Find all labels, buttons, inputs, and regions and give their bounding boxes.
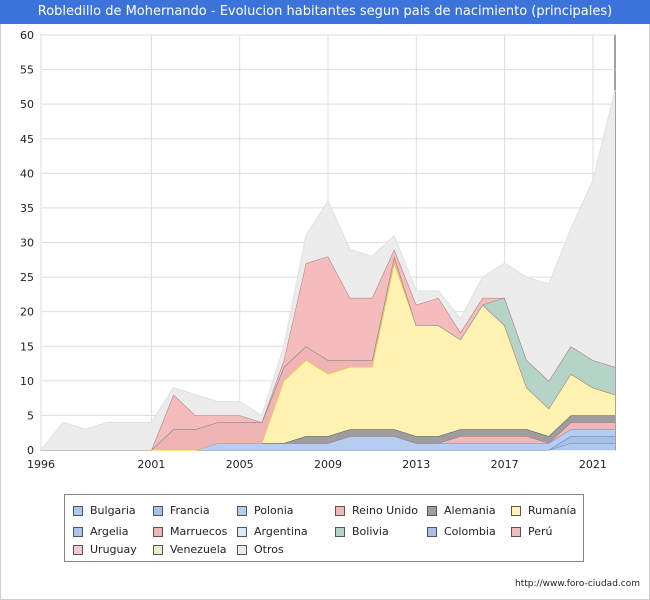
legend-label: Otros: [254, 543, 284, 556]
legend-swatch: [427, 506, 437, 516]
legend: Bulgaria Francia Polonia Reino Unido Alemani…: [64, 494, 584, 562]
legend-swatch: [237, 527, 247, 537]
y-tick-label: 55: [20, 64, 34, 77]
legend-label: Bolivia: [352, 525, 389, 538]
x-tick-label: 2005: [226, 458, 254, 471]
series-areas: [40, 90, 616, 451]
legend-swatch: [335, 527, 345, 537]
line-otros: [40, 90, 616, 451]
legend-label: Bulgaria: [90, 504, 136, 517]
x-tick-label: 2013: [402, 458, 430, 471]
area-perú: [41, 249, 615, 450]
x-tick-label: 2009: [314, 458, 342, 471]
legend-swatch: [73, 545, 83, 555]
y-tick-label: 5: [27, 409, 34, 422]
legend-label: Reino Unido: [352, 504, 418, 517]
legend-swatch: [73, 527, 83, 537]
legend-label: Polonia: [254, 504, 294, 517]
legend-label: Francia: [170, 504, 210, 517]
y-tick-label: 45: [20, 133, 34, 146]
area-reino-unido: [41, 422, 615, 450]
legend-swatch: [237, 545, 247, 555]
y-tick-label: 25: [20, 271, 34, 284]
legend-swatch: [511, 506, 521, 516]
legend-label: Venezuela: [170, 543, 227, 556]
area-alemania: [41, 415, 615, 450]
legend-label: Alemania: [444, 504, 496, 517]
legend-label: Colombia: [444, 525, 496, 538]
x-tick-label: 2021: [579, 458, 607, 471]
y-tick-label: 30: [20, 237, 34, 250]
x-tick-label: 2017: [491, 458, 519, 471]
title-bar: Robledillo de Mohernando - Evolucion hab…: [0, 0, 650, 24]
legend-swatch: [511, 527, 521, 537]
legend-swatch: [73, 506, 83, 516]
axes: 0 5 10 15 20 25 30 35 40 45 50 55 60 1996 2001 2005 2009…: [20, 29, 607, 471]
legend-swatch: [153, 545, 163, 555]
area-bulgaria: [41, 443, 615, 450]
legend-swatch: [335, 506, 345, 516]
source-credit: http://www.foro-ciudad.com: [515, 579, 640, 589]
chart-title: Robledillo de Mohernando - Evolucion hab…: [37, 4, 613, 19]
y-tick-label: 15: [20, 340, 34, 353]
y-tick-label: 10: [20, 375, 34, 388]
area-rumanía: [41, 263, 615, 450]
legend-swatch: [237, 506, 247, 516]
y-tick-label: 60: [20, 29, 34, 42]
y-tick-label: 50: [20, 98, 34, 111]
legend-label: Uruguay: [90, 543, 137, 556]
area-otros: [41, 90, 615, 450]
legend-label: Argelia: [90, 525, 129, 538]
x-tick-label: 1996: [27, 458, 55, 471]
legend-label: Argentina: [254, 525, 308, 538]
y-tick-label: 35: [20, 202, 34, 215]
y-tick-label: 40: [20, 167, 34, 180]
legend-swatch: [427, 527, 437, 537]
y-tick-label: 20: [20, 306, 34, 319]
chart-plot: 0 5 10 15 20 25 30 35 40 45 50 55 60 1996 2001 2005 2009…: [20, 29, 616, 471]
area-polonia: [41, 429, 615, 450]
legend-label: Rumanía: [528, 504, 577, 517]
x-tick-label: 2001: [137, 458, 165, 471]
legend-swatch: [153, 527, 163, 537]
legend-swatch: [153, 506, 163, 516]
y-tick-label: 0: [27, 444, 34, 457]
legend-label: Marruecos: [170, 525, 228, 538]
legend-label: Perú: [528, 525, 553, 538]
